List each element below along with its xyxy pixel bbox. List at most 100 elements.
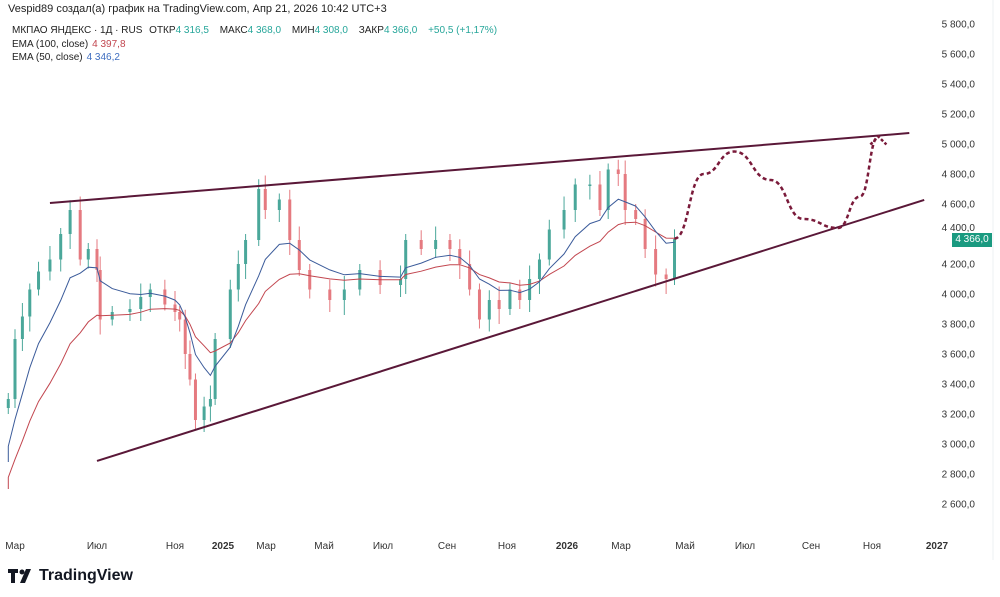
candle-body [634,210,638,219]
candle [228,279,232,348]
trendlines [49,132,925,462]
candle-body [497,300,501,309]
candle-body [477,289,481,320]
ema100-legend[interactable]: EMA (100, close) 4 397,8 [12,38,501,52]
candle [6,393,10,414]
candle-body [664,274,668,279]
candle-body [458,249,462,264]
candle [477,283,481,329]
price-tick-label: 4 200,0 [942,260,976,271]
candle-body [328,289,332,300]
candle-body [208,399,212,407]
candle-body [598,184,602,210]
time-tick-label: Мар [611,541,631,552]
candle-body [623,174,627,210]
chart-caption: Vespid89 создал(а) график на TradingView… [8,3,387,15]
candle-body [518,289,522,300]
candle [277,193,281,222]
candle-body [202,406,206,420]
candle [547,219,551,266]
time-tick-label: Мар [256,541,276,552]
candle [404,234,408,294]
candle-body [20,316,24,339]
candle-body [48,259,52,272]
candle [573,178,577,222]
candle [634,204,638,225]
candle-body [263,189,267,210]
candle-body [213,339,217,399]
price-tick-label: 5 800,0 [942,20,976,31]
candle [78,196,82,266]
candle-body [448,240,452,249]
candle [95,239,99,282]
time-tick-label: Мар [5,541,25,552]
candle [419,230,423,255]
candle-body [6,399,10,408]
candle [562,196,566,239]
candle [193,373,197,429]
high-value: 4 368,0 [247,25,282,36]
candle [616,159,620,186]
candle [28,283,32,332]
price-tick-label: 2 600,0 [942,500,976,511]
candle [448,234,452,261]
price-tick-label: 5 400,0 [942,80,976,91]
candle-body [68,210,72,234]
candle-body [537,259,541,279]
time-axis: Мар Июл Ноя 2025 Мар Май Июл Сен Ноя 2026 Мар Май Ию… [5,541,948,552]
candle [654,235,658,287]
candle [48,246,52,281]
candle-body [139,297,143,309]
price-tick-label: 5 000,0 [942,140,976,151]
candle [399,265,403,297]
time-tick-label: Ноя [498,541,516,552]
candle-body [378,270,382,285]
candle [308,264,312,299]
symbol-legend: МКПАО ЯНДЕКС · 1Д · RUS ОТКР4 316,5 МАКС… [12,24,501,38]
candle [328,279,332,312]
candle [86,243,90,269]
candle [288,189,292,255]
candle-body [193,379,197,420]
candle [148,283,152,312]
time-tick-label: Май [675,541,695,552]
candles [6,159,677,432]
ema50-legend[interactable]: EMA (50, close) 4 346,2 [12,51,501,65]
lower-trendline [96,198,925,462]
candle [588,174,592,200]
ema50-line [7,198,675,462]
candle-body [468,264,472,290]
price-tick-label: 3 400,0 [942,380,976,391]
candle-body [643,219,647,249]
ema50-value: 4 346,2 [86,52,120,63]
candle-body [37,271,41,290]
legend: МКПАО ЯНДЕКС · 1Д · RUS ОТКР4 316,5 МАКС… [12,24,501,65]
ema100-value: 4 397,8 [92,38,126,50]
candle [487,290,491,332]
change-value: +50,5 (+1,17%) [428,25,498,36]
price-tick-label: 4 800,0 [942,170,976,181]
candle [244,234,248,279]
projection-path [674,135,880,240]
candle-body [183,319,187,354]
tradingview-logo[interactable]: TradingView [8,567,133,585]
candle [263,175,267,219]
candle [59,228,63,272]
candle-body [487,300,491,320]
candle [37,261,41,296]
candle-body [13,339,17,399]
price-axis: 5 800,0 5 600,0 5 400,0 5 200,0 5 000,0 4 800… [942,20,976,511]
candle-body [399,279,403,285]
candle [257,179,261,246]
candle-body [588,184,592,186]
symbol-name[interactable]: МКПАО ЯНДЕКС · 1Д · RUS [12,25,143,36]
candle [358,264,362,296]
time-tick-label: 2027 [926,541,949,552]
candle [342,276,346,315]
candle-body [547,229,551,260]
candle [468,250,472,296]
candle-body [236,264,240,290]
time-tick-label: Ноя [166,541,184,552]
candle [139,283,143,321]
